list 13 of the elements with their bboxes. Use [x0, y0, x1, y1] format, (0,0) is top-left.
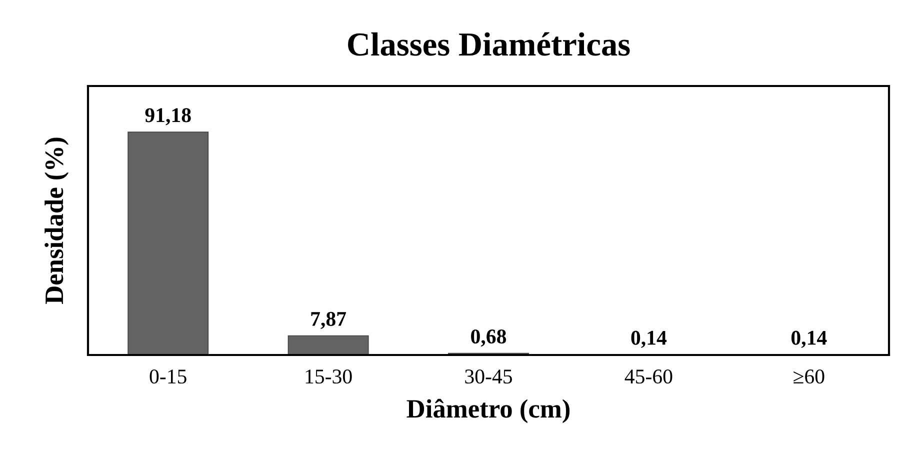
- data-label: 0,14: [631, 330, 667, 348]
- data-label: 7,87: [311, 312, 346, 329]
- data-label: 0,68: [471, 329, 506, 347]
- y-axis-title: Densidade (%): [44, 138, 69, 304]
- x-tick-label: ≥60: [794, 369, 824, 384]
- x-axis-title: Diâmetro (cm): [406, 398, 570, 424]
- x-tick-label: 45-60: [624, 369, 672, 384]
- x-tick-label: 15-30: [306, 369, 352, 384]
- chart-title: Classes Diamétricas: [348, 32, 630, 56]
- data-label: 0,14: [791, 330, 827, 348]
- data-label: 91,18: [145, 108, 191, 126]
- x-tick-label: 0-15: [150, 369, 186, 384]
- x-tick-label: 30-45: [465, 369, 512, 384]
